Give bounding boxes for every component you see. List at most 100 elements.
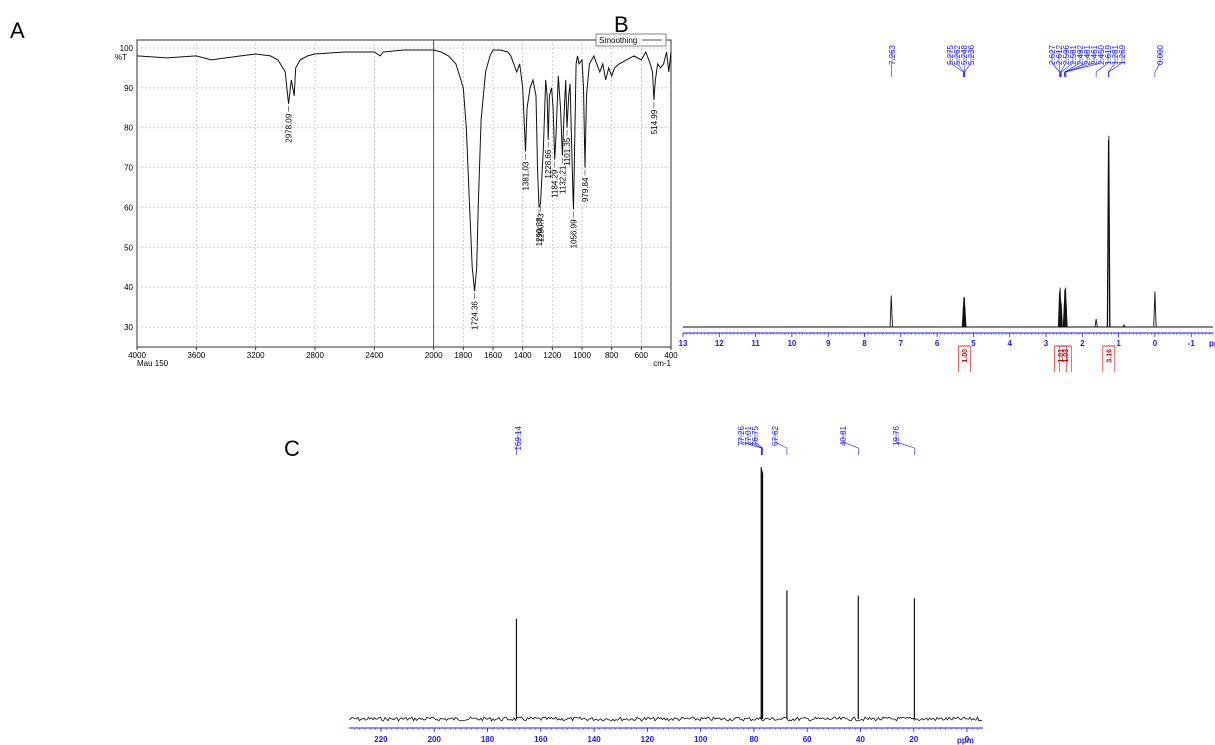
c-peak-label: 77.26 (737, 425, 746, 446)
h-axis-tick-label: 10 (787, 339, 796, 348)
c-peak-label-leader (895, 431, 915, 455)
h-peak-label-leader (956, 50, 965, 77)
h-peak-label-leader (1064, 50, 1088, 77)
ir-peak-label-group: 1290.38 (535, 217, 544, 246)
h-axis-tick-label: 4 (1007, 339, 1012, 348)
ir-x-tick-label: 1200 (543, 351, 561, 360)
c-peak-label-leader (754, 431, 763, 455)
h-peak-label-group: 0.000 (1156, 44, 1165, 65)
c-peak-label-group: 169.14 (514, 425, 523, 450)
c-peak-label-group: 19.76 (892, 425, 901, 446)
h-peak-label: 2.461 (1090, 44, 1099, 65)
ir-x-tick-label: 400 (664, 351, 678, 360)
h-peak-label-leader (1058, 50, 1061, 77)
ir-peak-label-group: 1228.66 (544, 149, 553, 178)
h-axis-tick-label: -1 (1188, 339, 1196, 348)
h-peak (1059, 299, 1063, 328)
ir-peak-label: 2978.09 (285, 113, 294, 142)
ir-x-tick-label: 4000 (128, 351, 146, 360)
ir-legend-box (595, 33, 667, 47)
ir-peak-label-group: 2978.09 (285, 113, 294, 142)
c-axis-tick-label: 160 (534, 735, 548, 744)
ir-peak-label: 1056.99 (570, 219, 579, 248)
h-peak-label: 1.281 (1111, 44, 1120, 65)
h-peak (1153, 291, 1157, 328)
h-integral-label: 1.01 (1058, 349, 1065, 363)
c-peak-label-leader (740, 431, 762, 455)
h-peak-label-group: 2.481 (1083, 44, 1092, 65)
ir-x-tick-label: 1800 (454, 351, 472, 360)
h-axis-unit: ppm (1209, 339, 1215, 348)
c-peak-label-leader (842, 431, 859, 455)
ir-y-tick-label: 60 (124, 203, 133, 212)
ir-peak-label: 1132.21 (558, 165, 567, 194)
ir-peak-label-group: 979.84 (581, 177, 590, 202)
h-peak-label-leader (1064, 50, 1081, 77)
ir-y-label: %T (115, 53, 127, 62)
c-peak-label-group: 67.62 (771, 425, 780, 446)
h-integral-label-group: 1.00 (962, 349, 969, 363)
c-baseline-noise (348, 716, 983, 722)
h-axis-tick-label: 7 (899, 339, 904, 348)
h-peak-label: 2.492 (1076, 44, 1085, 65)
h-axis-tick-label: 1 (1116, 339, 1121, 348)
ir-y-tick-label: 90 (124, 84, 133, 93)
c-peak-label-leader (774, 431, 788, 455)
c-axis-tick-label: 120 (641, 735, 655, 744)
ir-y-tick-label: 70 (124, 164, 133, 173)
h-peak-label: 5.262 (953, 44, 962, 65)
c-peak-label-leader (516, 431, 519, 455)
h-peak (1122, 324, 1126, 328)
ir-peak-label: 1280.73 (536, 213, 545, 242)
h-peak (1059, 303, 1063, 328)
c-axis-tick-label: 40 (856, 735, 865, 744)
ir-x-tick-label: 600 (635, 351, 649, 360)
ir-peak-label-group: 1056.99 (570, 219, 579, 248)
ir-peak-label: 1724.36 (471, 301, 480, 330)
h-peak (962, 297, 966, 328)
h-peak (889, 295, 893, 328)
h-peak-label-group: 5.275 (946, 44, 955, 65)
ir-y-tick-label: 80 (124, 124, 133, 133)
c-axis-tick-label: 220 (374, 735, 388, 744)
h-peak-label-group: 2.461 (1090, 44, 1099, 65)
ir-peak-label: 1381.03 (521, 161, 530, 190)
h-peak-label-leader (1051, 50, 1060, 77)
c-peak-label-leader (747, 431, 763, 455)
h-axis-tick-label: 12 (715, 339, 724, 348)
c-axis-tick-label: 100 (694, 735, 708, 744)
c-axis-unit: ppm (957, 736, 974, 745)
ir-peak-label: 1228.66 (544, 149, 553, 178)
h-peak-label: 2.596 (1062, 44, 1071, 65)
h-peak (1107, 135, 1111, 328)
h-peak-label-leader (1095, 50, 1109, 77)
h-peak-label: 5.275 (946, 44, 955, 65)
ir-peak-label: 1101.35 (563, 137, 572, 166)
h-peak-label-leader (1065, 50, 1095, 77)
ir-peak-label: 1184.29 (551, 169, 560, 198)
ir-peak-label-group: 1280.73 (536, 213, 545, 242)
h-peak-label-leader (890, 50, 893, 77)
h-peak-label: 1.619 (1104, 44, 1113, 65)
h-peak (1094, 319, 1098, 328)
h-integral-label-group: 3.16 (1106, 349, 1113, 363)
h-peak-label-group: 5.236 (967, 44, 976, 65)
h-axis-tick-label: 8 (862, 339, 867, 348)
c-peak-label: 40.81 (839, 425, 848, 446)
c-peak-label: 19.76 (892, 425, 901, 446)
h-peak-label: 1.269 (1118, 44, 1127, 65)
c-peak-label-group: 77.26 (737, 425, 746, 446)
h-peak-label-group: 1.269 (1118, 44, 1127, 65)
h-axis-tick-label: 6 (935, 339, 940, 348)
c-axis-tick-label: 140 (587, 735, 601, 744)
h-peak-label-leader (1108, 50, 1123, 77)
ir-x-tick-label: 1000 (573, 351, 591, 360)
panel-letter-a: A (10, 18, 25, 43)
h-peak-label-leader (1060, 50, 1074, 77)
h-peak-label-group: 2.450 (1097, 44, 1106, 65)
h-peak-label-group: 2.492 (1076, 44, 1085, 65)
h-peak-label-group: 7.263 (888, 44, 897, 65)
ir-peak-label: 514.99 (650, 109, 659, 134)
